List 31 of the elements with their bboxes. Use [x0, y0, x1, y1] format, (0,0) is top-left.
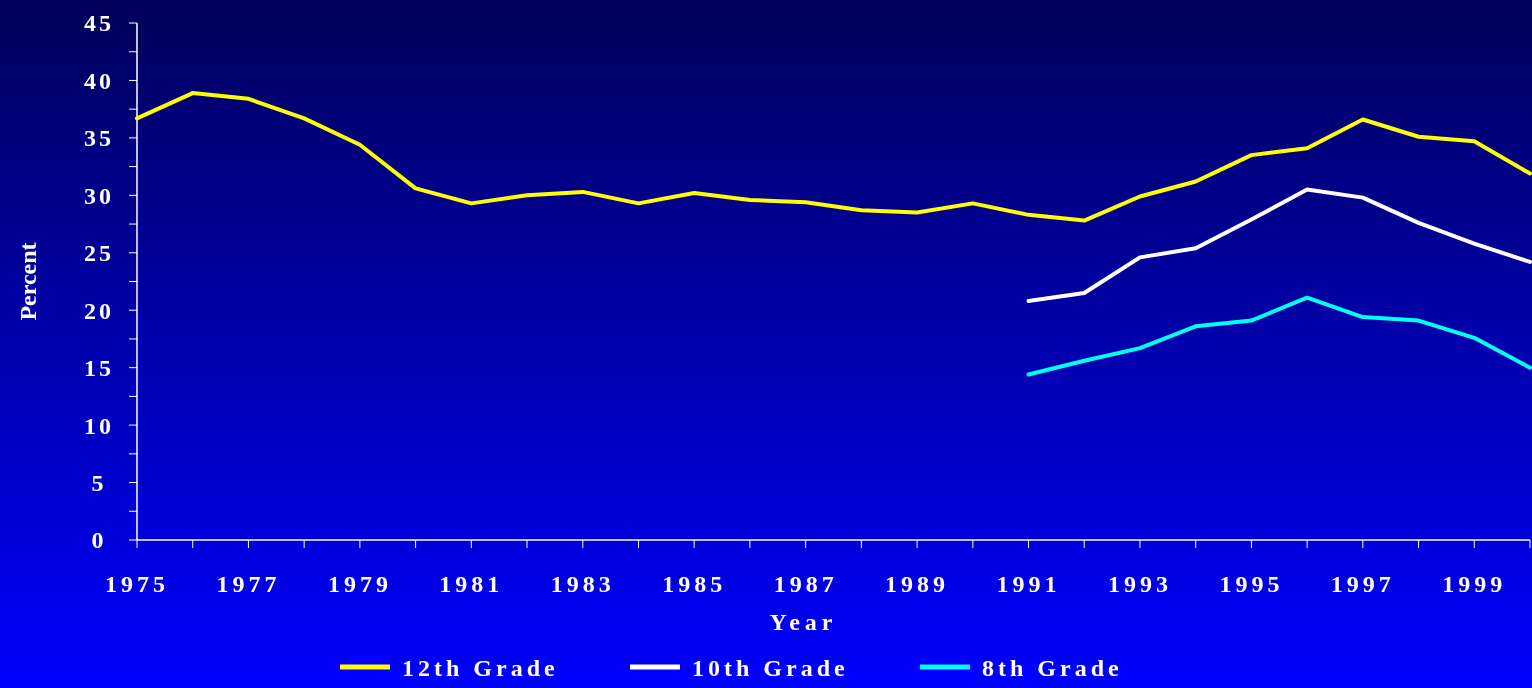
- y-tick-label: 15: [84, 355, 114, 382]
- x-tick-label: 1997: [1330, 571, 1395, 597]
- x-tick-label: 1991: [996, 571, 1061, 597]
- legend-label: 12th Grade: [402, 655, 559, 681]
- x-axis-title: Year: [769, 609, 838, 635]
- y-tick-label: 10: [84, 412, 114, 439]
- line-series: [135, 91, 1532, 223]
- x-tick-label: 1983: [550, 571, 615, 597]
- x-tick-label: 1985: [662, 571, 727, 597]
- x-tick-label: 1999: [1442, 571, 1507, 597]
- y-tick-label: 20: [84, 297, 114, 324]
- legend-label: 10th Grade: [692, 655, 849, 681]
- y-tick-label: 0: [91, 527, 107, 554]
- y-tick-label: 5: [91, 469, 107, 496]
- y-tick-label: 35: [84, 125, 114, 152]
- x-tick-label: 1989: [885, 571, 950, 597]
- line-series: [1026, 295, 1532, 377]
- x-tick-label: 1981: [439, 571, 504, 597]
- y-tick-label: 25: [84, 240, 114, 267]
- y-tick-label: 30: [84, 182, 114, 209]
- x-tick-label: 1987: [773, 571, 838, 597]
- y-tick-label: 45: [84, 10, 114, 37]
- x-tick-label: 1993: [1107, 571, 1172, 597]
- x-tick-label: 1979: [327, 571, 392, 597]
- x-tick-label: 1975: [105, 571, 169, 597]
- y-tick-label: 40: [84, 67, 114, 94]
- x-tick-label: 1977: [216, 571, 281, 597]
- x-tick-label: 1995: [1219, 571, 1284, 597]
- line-series: [1026, 187, 1532, 304]
- y-axis-title: Percent: [15, 242, 41, 321]
- legend-label: 8th Grade: [982, 655, 1123, 681]
